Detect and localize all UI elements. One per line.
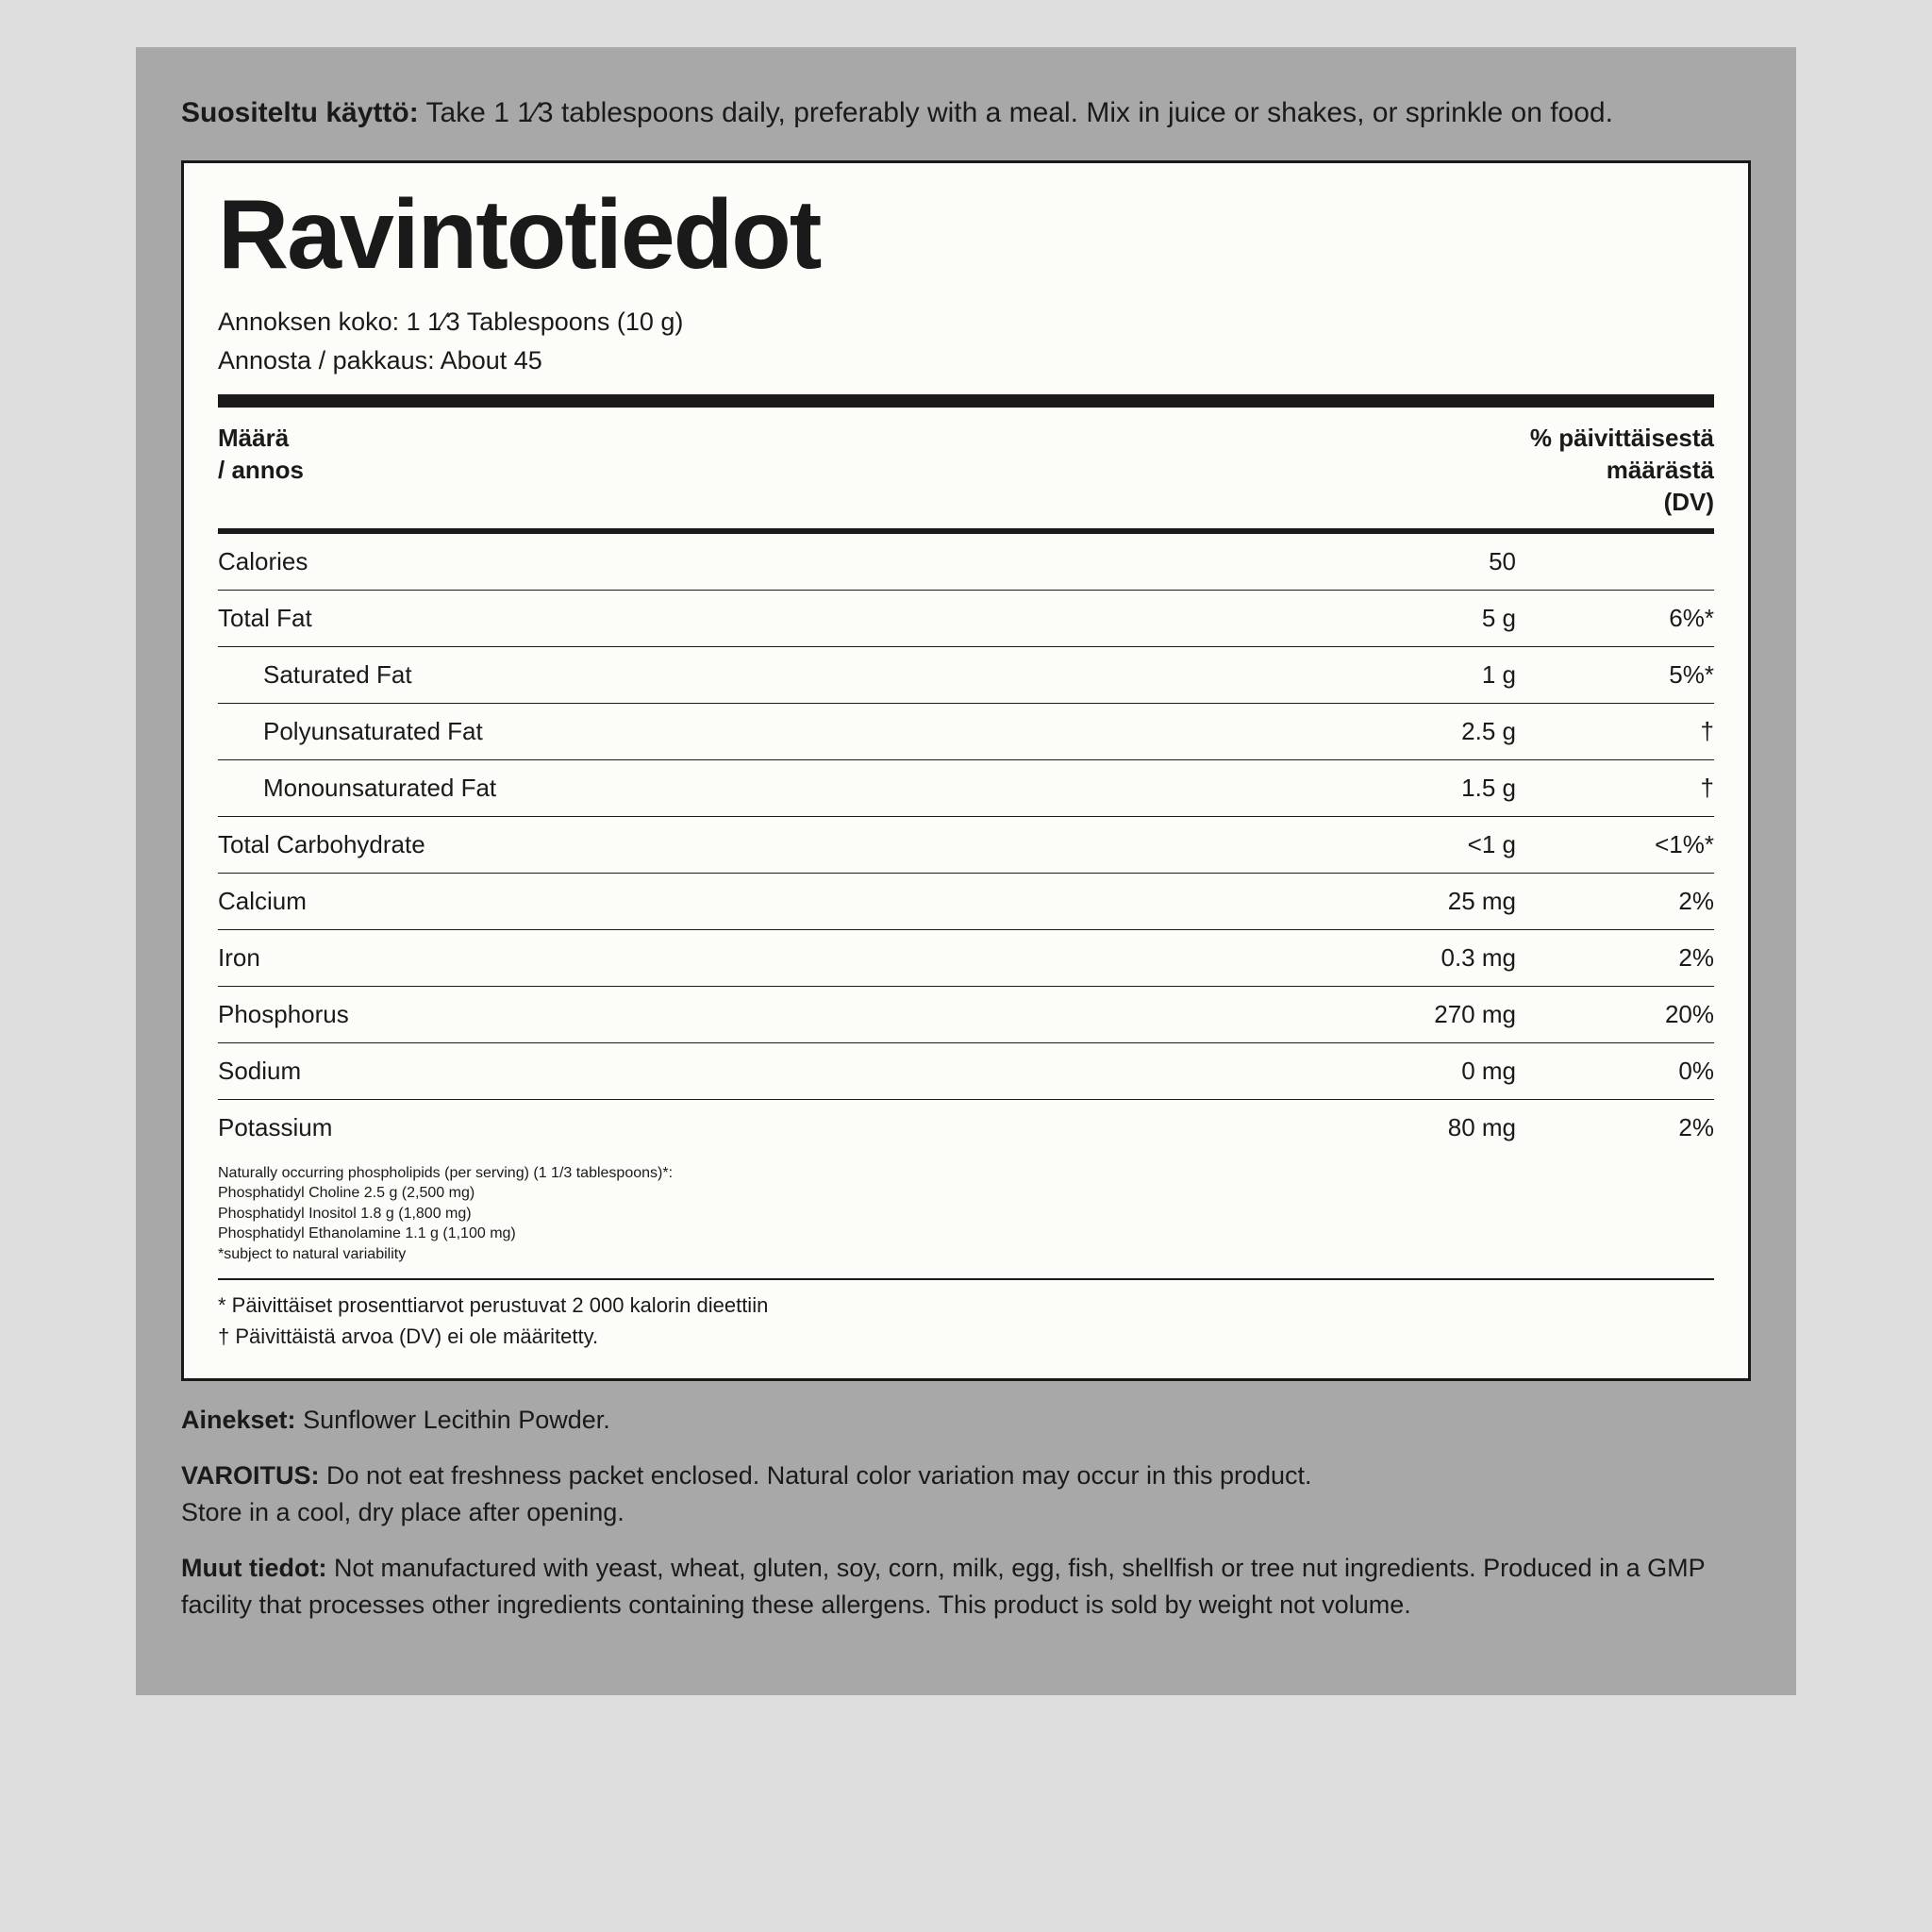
nutrient-amount: 0.3 mg [1318, 943, 1516, 973]
nutrient-label: Iron [218, 943, 1318, 973]
nutrient-dv: † [1516, 717, 1714, 746]
below-box: Ainekset: Sunflower Lecithin Powder. VAR… [181, 1402, 1751, 1624]
nutrient-dv: 5%* [1516, 660, 1714, 690]
nutrient-dv: † [1516, 774, 1714, 803]
nutrient-dv: 20% [1516, 1000, 1714, 1029]
warning: VAROITUS: Do not eat freshness packet en… [181, 1457, 1751, 1531]
supplement-facts-box: Ravintotiedot Annoksen koko: 1 1⁄3 Table… [181, 160, 1751, 1381]
nutrient-row: Iron0.3 mg2% [218, 930, 1714, 987]
nutrient-amount: 2.5 g [1318, 717, 1516, 746]
other-info: Muut tiedot: Not manufactured with yeast… [181, 1550, 1751, 1624]
dv-footnote: * Päivittäiset prosenttiarvot perustuvat… [218, 1290, 1714, 1352]
nutrient-dv: 2% [1516, 943, 1714, 973]
nutrition-panel: Suositeltu käyttö: Take 1 1⁄3 tablespoon… [136, 47, 1796, 1695]
nutrient-amount: <1 g [1318, 830, 1516, 859]
nutrient-dv: 0% [1516, 1057, 1714, 1086]
nutrient-row: Monounsaturated Fat1.5 g† [218, 760, 1714, 817]
nutrient-label: Phosphorus [218, 1000, 1318, 1029]
nutrient-dv: 6%* [1516, 604, 1714, 633]
table-header: Määrä/ annos % päivittäisestämäärästä(DV… [218, 417, 1714, 527]
nutrient-rows: Calories50Total Fat5 g6%*Saturated Fat1 … [218, 534, 1714, 1156]
nutrient-label: Calories [218, 547, 1318, 576]
nutrient-row: Sodium0 mg0% [218, 1043, 1714, 1100]
nutrient-label: Total Carbohydrate [218, 830, 1318, 859]
nutrient-amount: 50 [1318, 547, 1516, 576]
col-dv-label: % päivittäisestämäärästä(DV) [1530, 423, 1714, 518]
divider-thin [218, 1278, 1714, 1280]
suggested-use: Suositeltu käyttö: Take 1 1⁄3 tablespoon… [181, 92, 1751, 134]
nutrient-row: Total Carbohydrate<1 g<1%* [218, 817, 1714, 874]
nutrient-row: Calories50 [218, 534, 1714, 591]
nutrient-amount: 270 mg [1318, 1000, 1516, 1029]
nutrient-label: Calcium [218, 887, 1318, 916]
servings-per-container: Annosta / pakkaus: About 45 [218, 341, 1714, 381]
nutrient-amount: 1.5 g [1318, 774, 1516, 803]
facts-title: Ravintotiedot [218, 186, 1714, 284]
ingredients: Ainekset: Sunflower Lecithin Powder. [181, 1402, 1751, 1439]
nutrient-dv: 2% [1516, 1113, 1714, 1142]
suggested-use-text: Take 1 1⁄3 tablespoons daily, preferably… [426, 97, 1613, 128]
nutrient-label: Sodium [218, 1057, 1318, 1086]
nutrient-label: Total Fat [218, 604, 1318, 633]
nutrient-label: Potassium [218, 1113, 1318, 1142]
col-amount-label: Määrä/ annos [218, 423, 304, 518]
nutrient-label: Monounsaturated Fat [218, 774, 1318, 803]
nutrient-row: Total Fat5 g6%* [218, 591, 1714, 647]
nutrient-row: Calcium25 mg2% [218, 874, 1714, 930]
nutrient-dv: <1%* [1516, 830, 1714, 859]
nutrient-amount: 5 g [1318, 604, 1516, 633]
suggested-use-label: Suositeltu käyttö: [181, 97, 419, 128]
nutrient-row: Phosphorus270 mg20% [218, 987, 1714, 1043]
nutrient-amount: 80 mg [1318, 1113, 1516, 1142]
phospholipid-note: Naturally occurring phospholipids (per s… [218, 1156, 1714, 1269]
nutrient-row: Polyunsaturated Fat2.5 g† [218, 704, 1714, 760]
serving-size: Annoksen koko: 1 1⁄3 Tablespoons (10 g) [218, 303, 1714, 342]
nutrient-amount: 1 g [1318, 660, 1516, 690]
nutrient-row: Saturated Fat1 g5%* [218, 647, 1714, 704]
divider-thick [218, 394, 1714, 408]
nutrient-label: Polyunsaturated Fat [218, 717, 1318, 746]
nutrient-amount: 25 mg [1318, 887, 1516, 916]
nutrient-dv: 2% [1516, 887, 1714, 916]
nutrient-label: Saturated Fat [218, 660, 1318, 690]
nutrient-amount: 0 mg [1318, 1057, 1516, 1086]
nutrient-row: Potassium80 mg2% [218, 1100, 1714, 1156]
